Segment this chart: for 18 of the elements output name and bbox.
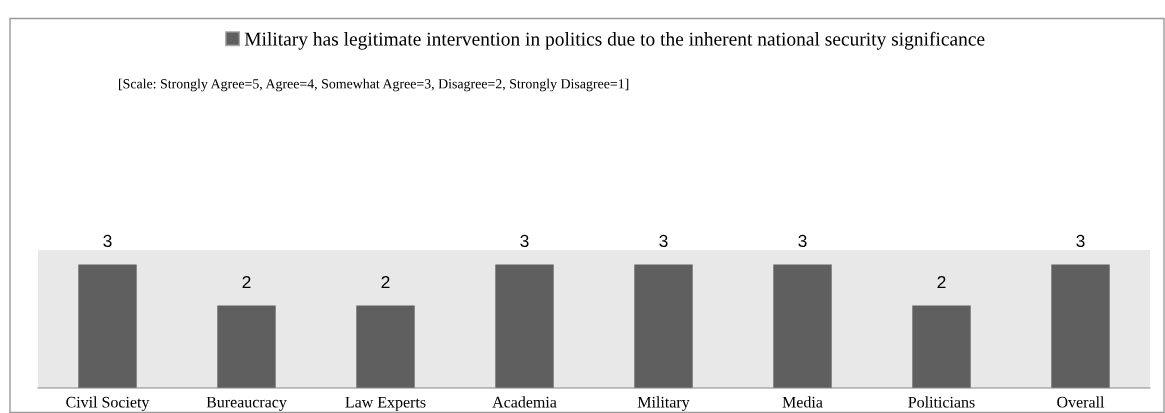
data-label: 3 <box>798 234 807 248</box>
data-label: 3 <box>659 234 668 248</box>
data-label: 2 <box>381 276 390 289</box>
data-label: 2 <box>242 276 251 289</box>
x-tick-label: Academia <box>492 396 557 408</box>
x-tick-label: Law Experts <box>345 396 426 411</box>
data-label: 3 <box>520 234 529 248</box>
data-label: 3 <box>103 234 112 248</box>
legend-label: Military has legitimate intervention in politics due to the inherent national security significance <box>244 31 985 50</box>
x-tick-label: Media <box>782 396 823 408</box>
text: [Scale: Strongly Agree=5, Agree=4, Somewhat Agree=3, Disagree=2, Strongly Disagree=1] <box>119 78 629 92</box>
x-tick-label: Overall <box>1057 396 1105 408</box>
data-label: 2 <box>937 276 946 289</box>
x-tick-label: Military <box>637 396 690 411</box>
data-label: 3 <box>1076 234 1085 248</box>
x-tick-label: Civil Society <box>66 396 150 411</box>
x-tick-label: Bureaucracy <box>206 396 287 411</box>
x-tick-label: Politicians <box>908 396 975 408</box>
